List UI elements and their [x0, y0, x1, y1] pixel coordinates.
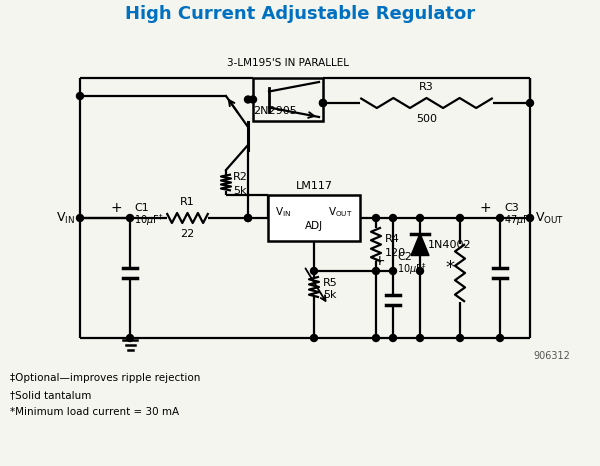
Text: 22: 22 — [181, 229, 194, 239]
Circle shape — [373, 214, 380, 221]
Text: 5k: 5k — [323, 290, 337, 300]
Text: 500: 500 — [416, 114, 437, 124]
Circle shape — [77, 92, 83, 100]
Text: R4: R4 — [385, 234, 400, 245]
Circle shape — [250, 96, 257, 103]
Bar — [268, 195, 360, 241]
Circle shape — [245, 214, 251, 221]
Circle shape — [527, 100, 533, 107]
Text: C3: C3 — [504, 203, 519, 213]
Text: High Current Adjustable Regulator: High Current Adjustable Regulator — [125, 5, 475, 23]
Circle shape — [127, 214, 133, 221]
Text: †Solid tantalum: †Solid tantalum — [10, 390, 91, 400]
Text: 2N2905: 2N2905 — [253, 106, 297, 116]
Circle shape — [457, 214, 464, 221]
Bar — [253, 78, 323, 121]
Text: ADJ: ADJ — [305, 221, 323, 231]
Circle shape — [320, 100, 326, 107]
Text: 5k: 5k — [233, 185, 247, 196]
Text: +: + — [373, 254, 385, 268]
Text: V$_{\rm IN}$: V$_{\rm IN}$ — [56, 211, 75, 226]
Circle shape — [127, 335, 133, 342]
Text: 10$\mu$F$^{\dagger}$: 10$\mu$F$^{\dagger}$ — [134, 212, 164, 228]
Circle shape — [373, 267, 380, 274]
Text: +: + — [479, 201, 491, 215]
Text: LM117: LM117 — [296, 181, 332, 191]
Circle shape — [389, 267, 397, 274]
Circle shape — [497, 214, 503, 221]
Text: *: * — [445, 259, 455, 277]
Circle shape — [527, 214, 533, 221]
Circle shape — [373, 335, 380, 342]
Circle shape — [311, 335, 317, 342]
Circle shape — [389, 335, 397, 342]
Text: R1: R1 — [180, 197, 195, 207]
Circle shape — [77, 214, 83, 221]
Circle shape — [245, 214, 251, 221]
Text: ‡Optional—improves ripple rejection: ‡Optional—improves ripple rejection — [10, 373, 200, 383]
Text: 3-LM195'S IN PARALLEL: 3-LM195'S IN PARALLEL — [227, 58, 349, 68]
Text: R5: R5 — [323, 278, 338, 288]
Circle shape — [389, 214, 397, 221]
Text: C2: C2 — [397, 252, 412, 262]
Circle shape — [457, 335, 464, 342]
Text: R2: R2 — [233, 172, 248, 183]
Text: +: + — [110, 201, 122, 215]
Text: 10$\mu$F$^{\ddagger}$: 10$\mu$F$^{\ddagger}$ — [397, 261, 427, 277]
Text: 1N4002: 1N4002 — [428, 240, 472, 249]
Text: C1: C1 — [134, 203, 149, 213]
Circle shape — [416, 335, 424, 342]
Text: 120: 120 — [385, 247, 406, 258]
Text: *Minimum load current = 30 mA: *Minimum load current = 30 mA — [10, 407, 179, 417]
Text: 906312: 906312 — [533, 351, 570, 361]
Circle shape — [497, 335, 503, 342]
Circle shape — [416, 214, 424, 221]
Circle shape — [320, 100, 326, 107]
Text: R3: R3 — [419, 82, 434, 92]
Circle shape — [245, 96, 251, 103]
Text: V$_{\rm OUT}$: V$_{\rm OUT}$ — [328, 205, 353, 219]
Circle shape — [416, 267, 424, 274]
Circle shape — [311, 267, 317, 274]
Text: V$_{\rm IN}$: V$_{\rm IN}$ — [275, 205, 291, 219]
Text: V$_{\rm OUT}$: V$_{\rm OUT}$ — [535, 211, 564, 226]
Text: 47$\mu$F$^{\dagger}$: 47$\mu$F$^{\dagger}$ — [504, 212, 533, 228]
Polygon shape — [411, 233, 429, 255]
